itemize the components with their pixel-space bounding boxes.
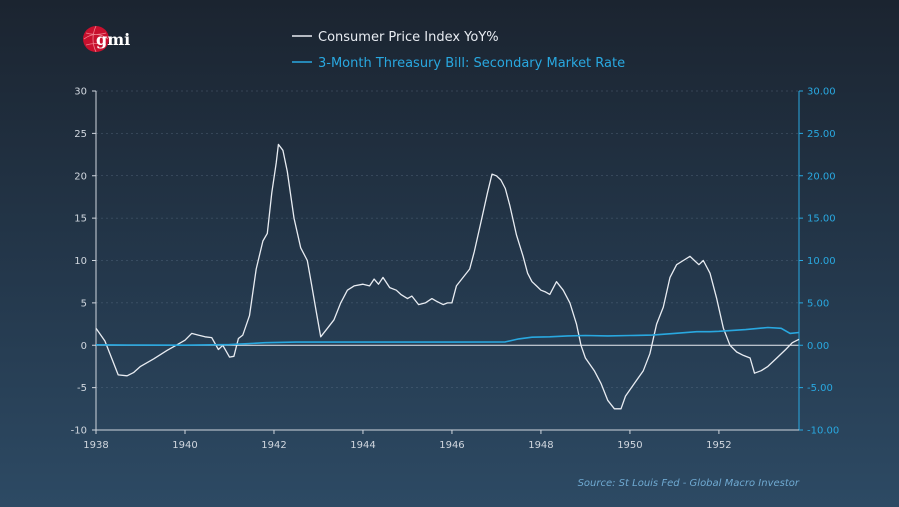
left-tick-label: 15 <box>74 214 87 225</box>
x-tick-label: 1950 <box>617 440 642 451</box>
x-tick-label: 1944 <box>350 440 375 451</box>
logo-globe-lines-icon <box>83 25 109 53</box>
right-tick-label: 25.00 <box>807 129 836 140</box>
x-tick-label: 1940 <box>172 440 197 451</box>
x-tick-label: 1948 <box>528 440 553 451</box>
left-tick-label: 0 <box>81 341 87 352</box>
right-tick-label: 10.00 <box>807 256 836 267</box>
left-tick-label: -10 <box>71 426 87 437</box>
left-tick-label: 25 <box>74 129 87 140</box>
right-tick-label: 30.00 <box>807 87 836 98</box>
legend: Consumer Price Index YoY% 3-Month Threas… <box>292 30 625 71</box>
logo-globe-icon <box>83 26 109 52</box>
x-tick-label: 1938 <box>83 440 108 451</box>
x-tick-label: 1942 <box>261 440 286 451</box>
left-tick-label: 5 <box>81 298 87 309</box>
legend-label-cpi: Consumer Price Index YoY% <box>318 30 499 45</box>
gmi-logo: gmi <box>83 25 130 53</box>
left-tick-label: -5 <box>77 383 87 394</box>
left-tick-label: 30 <box>74 87 87 98</box>
x-tick-label: 1946 <box>439 440 464 451</box>
left-tick-label: 20 <box>74 171 87 182</box>
series-lines <box>95 143 800 410</box>
right-tick-label: 5.00 <box>807 298 829 309</box>
left-tick-label: 10 <box>74 256 87 267</box>
right-tick-label: 0.00 <box>807 341 829 352</box>
x-tick-label: 1952 <box>706 440 731 451</box>
series-line-tbill <box>95 326 800 346</box>
source-note: Source: St Louis Fed - Global Macro Inve… <box>578 478 800 489</box>
right-tick-label: -5.00 <box>807 383 833 394</box>
right-tick-label: -10.00 <box>807 426 839 437</box>
right-tick-label: 15.00 <box>807 214 836 225</box>
right-tick-label: 20.00 <box>807 171 836 182</box>
logo-text: gmi <box>96 30 130 49</box>
series-line-cpi <box>95 143 800 410</box>
legend-label-tbill: 3-Month Threasury Bill: Secondary Market… <box>318 56 625 71</box>
axes: 30 25 20 15 10 5 0 -5 -10 30.00 25.00 20.00 15.00 10.… <box>71 87 840 452</box>
